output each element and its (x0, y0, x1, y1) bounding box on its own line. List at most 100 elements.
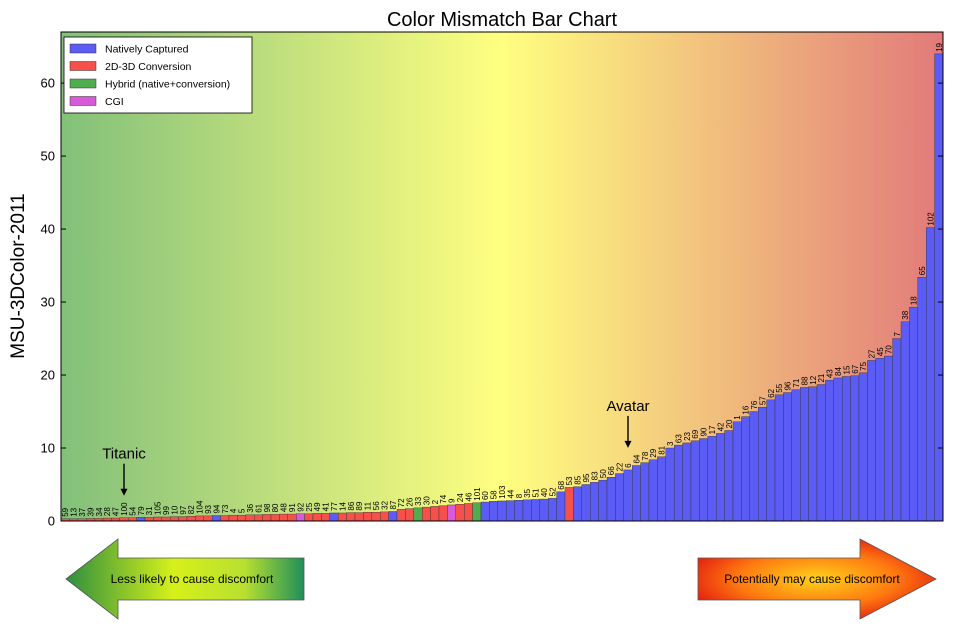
y-tick-label-50: 50 (41, 149, 55, 164)
bar-45 (875, 358, 885, 522)
bar-label-56: 56 (372, 501, 381, 510)
bar-53 (564, 487, 574, 522)
bar-11 (363, 512, 372, 522)
annotation-avatar: Avatar (606, 398, 649, 415)
bar-label-5: 5 (238, 508, 247, 513)
bar-label-98: 98 (263, 503, 272, 512)
bar-label-50: 50 (599, 469, 608, 478)
bar-71 (791, 389, 801, 522)
bar-68 (556, 491, 566, 522)
bar-label-47: 47 (112, 507, 121, 516)
bar-label-2: 2 (431, 499, 440, 504)
bar-76 (749, 411, 759, 522)
bar-label-27: 27 (868, 349, 877, 358)
bar-label-63: 63 (674, 434, 683, 443)
y-tick-label-60: 60 (41, 76, 55, 91)
annotation-titanic: Titanic (102, 446, 146, 463)
bar-27 (867, 360, 877, 522)
bar-91 (287, 513, 297, 522)
bar-102 (926, 227, 935, 522)
bar-label-100: 100 (120, 502, 129, 516)
bar-label-104: 104 (196, 500, 205, 514)
bar-99 (161, 516, 171, 522)
bar-97 (178, 516, 188, 522)
legend-label-C: 2D-3D Conversion (105, 61, 192, 73)
bar-label-79: 79 (137, 506, 146, 515)
chart-title: Color Mismatch Bar Chart (387, 9, 618, 31)
bar-label-105: 105 (154, 501, 163, 515)
legend-swatch-C (69, 61, 97, 71)
plot-frame (60, 31, 944, 522)
bar-label-59: 59 (61, 507, 70, 516)
bar-90 (699, 438, 709, 522)
legend-label-N: Natively Captured (105, 44, 189, 56)
bar-17 (707, 436, 717, 522)
bar-30 (422, 506, 431, 522)
bar-101 (472, 502, 482, 522)
bar-label-96: 96 (784, 381, 793, 390)
bar-26 (405, 508, 414, 522)
bar-10 (169, 516, 179, 522)
less-discomfort-arrow: Less likely to cause discomfort (65, 538, 305, 620)
bar-label-83: 83 (590, 471, 599, 480)
bar-1 (732, 421, 742, 522)
y-tick-label-30: 30 (41, 295, 55, 310)
bar-label-94: 94 (212, 504, 221, 513)
bar-label-37: 37 (78, 507, 87, 516)
legend-swatch-G (69, 96, 97, 106)
bar-label-102: 102 (926, 212, 935, 226)
bar-5 (237, 514, 246, 522)
bar-label-49: 49 (313, 502, 322, 511)
annotation-group: Titanic Avatar (102, 398, 650, 496)
bar-78 (640, 462, 650, 522)
bar-94 (211, 515, 221, 522)
more-discomfort-arrow: Potentially may cause discomfort (697, 538, 937, 620)
bar-41 (321, 513, 330, 522)
bar-label-19: 19 (935, 42, 944, 51)
bar-31 (144, 517, 154, 522)
y-tick-label-0: 0 (48, 514, 55, 529)
bar-label-72: 72 (397, 498, 406, 507)
bar-48 (279, 513, 288, 522)
y-axis: 0 10 20 30 40 50 60 (41, 76, 943, 529)
legend: Natively Captured 2D-3D Conversion Hybrid … (63, 36, 253, 114)
bar-label-51: 51 (532, 488, 541, 497)
bar-15 (842, 376, 851, 522)
bar-label-26: 26 (406, 497, 415, 506)
bar-16 (741, 416, 751, 522)
bar-24 (455, 504, 465, 522)
bar-label-101: 101 (473, 487, 482, 501)
bar-58 (489, 501, 498, 522)
bar-64 (632, 465, 641, 522)
bar-96 (783, 392, 793, 522)
bar-49 (312, 513, 322, 522)
bar-label-29: 29 (649, 448, 658, 457)
bar-label-35: 35 (523, 488, 532, 497)
bar-label-99: 99 (162, 506, 171, 515)
bar-label-82: 82 (187, 505, 196, 514)
bar-label-16: 16 (742, 405, 751, 414)
legend-label-G: CGI (105, 96, 124, 108)
bar-92 (296, 513, 305, 522)
bar-label-81: 81 (658, 445, 667, 454)
bar-50 (598, 479, 608, 522)
bar-label-30: 30 (422, 496, 431, 505)
bar-label-44: 44 (506, 489, 515, 498)
bar-66 (606, 477, 616, 522)
bar-label-68: 68 (557, 480, 566, 489)
bar-83 (590, 482, 599, 522)
bar-52 (548, 498, 557, 522)
bar-67 (850, 375, 860, 522)
bar-22 (615, 473, 625, 522)
bar-42 (716, 433, 725, 522)
bar-label-17: 17 (708, 425, 717, 434)
bar-label-36: 36 (246, 503, 255, 512)
bar-label-76: 76 (750, 400, 759, 409)
bar-25 (304, 513, 314, 522)
bar-label-64: 64 (632, 454, 641, 463)
bar-104 (195, 515, 204, 522)
bar-label-70: 70 (884, 345, 893, 354)
bar-70 (884, 355, 893, 522)
bar-label-1: 1 (733, 415, 742, 420)
